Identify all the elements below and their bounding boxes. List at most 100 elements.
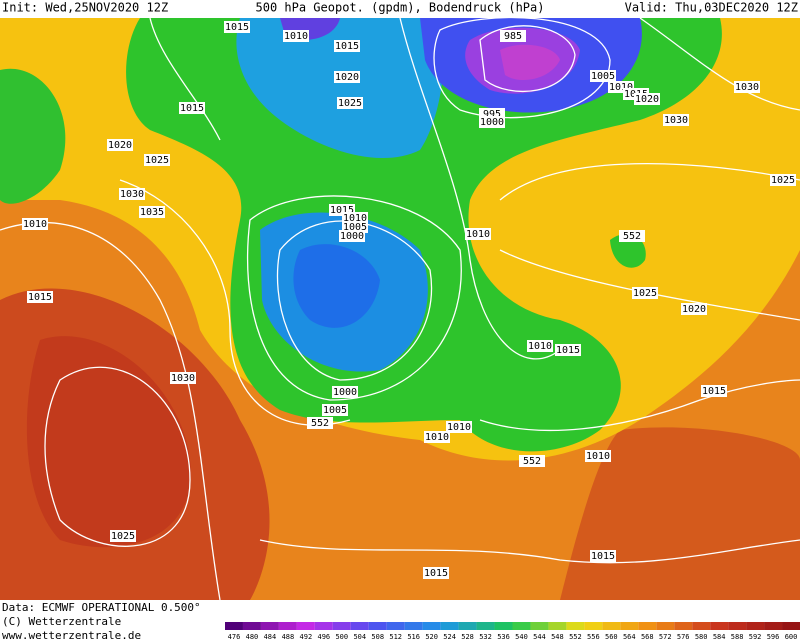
legend-swatch	[782, 622, 800, 630]
isobar-label: 1015	[330, 205, 354, 216]
legend-swatch	[260, 622, 279, 630]
legend-swatch	[692, 622, 711, 630]
legend-swatch	[746, 622, 765, 630]
legend-swatch	[314, 622, 333, 630]
legend-swatch	[530, 622, 549, 630]
label-box	[590, 70, 616, 82]
legend-label: 584	[713, 633, 726, 641]
isobar-label: 1010	[284, 31, 308, 42]
isobar-label: 1010	[528, 341, 552, 352]
isobar-label: 1010	[343, 213, 367, 224]
legend-label: 508	[371, 633, 384, 641]
legend-label: 548	[551, 633, 564, 641]
legend-label: 576	[677, 633, 690, 641]
legend-label: 544	[533, 633, 546, 641]
label-box	[465, 228, 491, 240]
legend-swatch	[710, 622, 729, 630]
label-box	[337, 97, 363, 109]
legend-label: 592	[749, 633, 762, 641]
isobar-label: 1025	[111, 531, 135, 542]
legend-label: 596	[767, 633, 780, 641]
legend-label: 500	[335, 633, 348, 641]
isobar-label: 985	[504, 31, 522, 42]
isobar-label: 1015	[702, 386, 726, 397]
label-box	[770, 174, 796, 186]
legend-swatch	[368, 622, 387, 630]
label-box	[339, 230, 365, 242]
legend-swatch	[350, 622, 369, 630]
isobar-label: 1030	[664, 115, 688, 126]
legend-swatch	[512, 622, 531, 630]
label-box	[585, 450, 611, 462]
isobar-label: 1030	[735, 82, 759, 93]
label-box	[479, 116, 505, 128]
copyright: (C) Wetterzentrale	[2, 615, 121, 628]
isobar-label: 1025	[338, 98, 362, 109]
isobar-label: 1005	[343, 222, 367, 233]
legend-label: 540	[515, 633, 528, 641]
isobar-label: 1005	[591, 71, 615, 82]
label-box	[500, 30, 526, 42]
isobar-label: 1025	[145, 155, 169, 166]
isobar-labels: 1015101010151020102510159859951000100510…	[22, 21, 796, 579]
legend-swatch	[476, 622, 495, 630]
legend-swatch	[602, 622, 621, 630]
legend-swatch	[494, 622, 513, 630]
isobar-label: 1020	[108, 140, 132, 151]
isobar-label: 1015	[28, 292, 52, 303]
label-box	[224, 21, 250, 33]
legend-swatch	[404, 622, 423, 630]
label-box	[307, 417, 333, 429]
legend-swatch	[728, 622, 747, 630]
isobar-label: 1035	[140, 207, 164, 218]
label-box	[632, 287, 658, 299]
color-legend: 476 480 484 488 492 496 500 504 508 512 516 520 524 5…	[225, 622, 800, 641]
legend-label: 480	[246, 633, 259, 641]
isobar-label: 1020	[335, 72, 359, 83]
legend-swatch	[620, 622, 639, 630]
isobar-label: 1020	[682, 304, 706, 315]
legend-label: 568	[641, 633, 654, 641]
isobars	[0, 16, 800, 601]
legend-swatch	[548, 622, 567, 630]
isobar-label: 1010	[466, 229, 490, 240]
isobar-label: 1000	[480, 117, 504, 128]
legend-label: 564	[623, 633, 636, 641]
legend-swatch	[386, 622, 405, 630]
label-box	[424, 431, 450, 443]
legend-label: 504	[353, 633, 366, 641]
isobar-label: 1015	[335, 41, 359, 52]
legend-label: 536	[497, 633, 510, 641]
legend-label: 512	[389, 633, 402, 641]
legend-swatch	[296, 622, 315, 630]
legend-label: 516	[407, 633, 420, 641]
isobar-label: 1005	[323, 405, 347, 416]
isobar-label: 1010	[447, 422, 471, 433]
isobar-label: 1025	[771, 175, 795, 186]
legend-swatch	[584, 622, 603, 630]
legend-label: 600	[785, 633, 798, 641]
label-box	[119, 188, 145, 200]
legend-swatch	[332, 622, 351, 630]
legend-swatch	[225, 622, 243, 630]
valid-time: Valid: Thu,03DEC2020 12Z	[625, 1, 798, 15]
map-background	[0, 18, 800, 600]
map-title: 500 hPa Geopot. (gpdm), Bodendruck (hPa)	[256, 1, 545, 15]
legend-label: 572	[659, 633, 672, 641]
label-box	[619, 230, 645, 242]
legend-label: 552	[569, 633, 582, 641]
label-box	[170, 372, 196, 384]
legend-swatch	[242, 622, 261, 630]
isobar-label: 1000	[333, 387, 357, 398]
legend-label: 580	[695, 633, 708, 641]
label-box	[446, 421, 472, 433]
isobar-label: 1030	[120, 189, 144, 200]
label-box	[663, 114, 689, 126]
isobar-label: 1010	[23, 219, 47, 230]
label-box	[179, 102, 205, 114]
isobar-label: 1010	[609, 82, 633, 93]
legend-swatch	[674, 622, 693, 630]
isobar-label: 552	[311, 418, 329, 429]
legend-swatch	[278, 622, 297, 630]
